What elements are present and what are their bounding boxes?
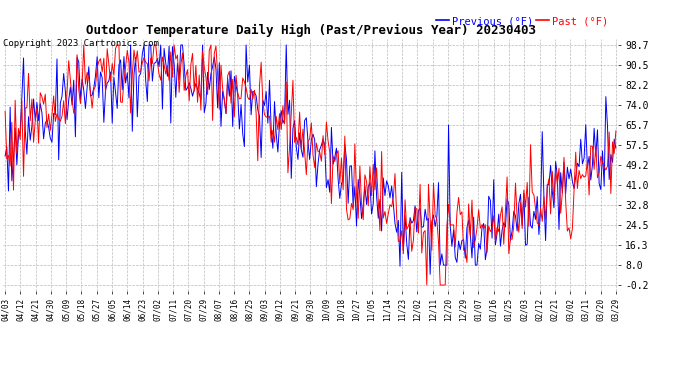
Legend: Previous (°F), Past (°F): Previous (°F), Past (°F)	[432, 12, 612, 30]
Text: Copyright 2023 Cartronics.com: Copyright 2023 Cartronics.com	[3, 39, 159, 48]
Title: Outdoor Temperature Daily High (Past/Previous Year) 20230403: Outdoor Temperature Daily High (Past/Pre…	[86, 24, 535, 37]
